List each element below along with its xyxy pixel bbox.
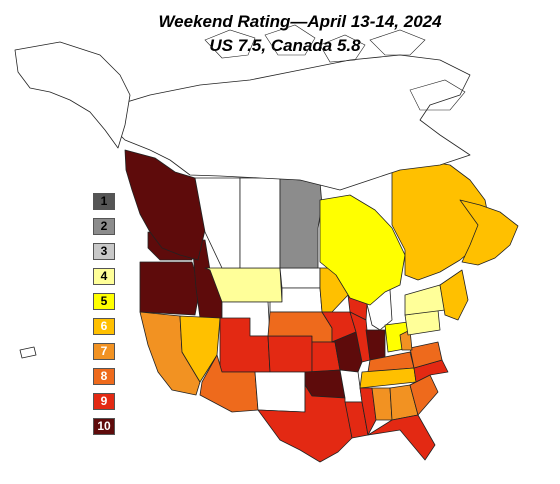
legend-swatch-5: 5	[93, 293, 115, 310]
legend-swatch-3: 3	[93, 243, 115, 260]
region-virginia	[409, 341, 443, 369]
region-alabama	[371, 387, 393, 421]
legend-swatch-10: 10	[93, 418, 115, 435]
region-arizona	[199, 354, 259, 413]
region-nevada	[179, 315, 221, 383]
title-line-1: Weekend Rating—April 13-14, 2024	[158, 12, 442, 31]
legend-swatch-9: 9	[93, 393, 115, 410]
region-saskatchewan	[239, 177, 281, 269]
region-florida	[367, 414, 436, 461]
arctic-island-outline	[264, 24, 316, 56]
region-alaska	[14, 41, 131, 149]
region-illinois	[349, 311, 371, 363]
legend-swatch-2: 2	[93, 218, 115, 235]
region-new-mexico	[254, 371, 306, 413]
region-hawaii	[19, 346, 37, 359]
legend-swatch-1: 1	[93, 193, 115, 210]
arctic-island-outline	[204, 29, 256, 59]
region-ontario	[319, 194, 406, 306]
legend-swatch-7: 7	[93, 343, 115, 360]
region-atlantic-canada	[459, 199, 519, 266]
region-new-england	[439, 269, 469, 321]
region-northern-canada	[99, 54, 471, 191]
arctic-island-outline	[369, 29, 426, 56]
arctic-island-outline	[409, 79, 466, 111]
legend-swatch-6: 6	[93, 318, 115, 335]
region-north-dakota	[279, 267, 321, 289]
arctic-island-outline	[319, 34, 366, 63]
region-alberta	[194, 177, 241, 269]
region-oregon	[139, 261, 201, 316]
region-colorado	[267, 335, 313, 373]
region-mississippi	[359, 387, 377, 436]
region-british-columbia	[124, 149, 206, 261]
legend-swatch-4: 4	[93, 268, 115, 285]
region-manitoba	[279, 177, 323, 269]
legend-swatch-8: 8	[93, 368, 115, 385]
region-new-york	[404, 284, 446, 316]
